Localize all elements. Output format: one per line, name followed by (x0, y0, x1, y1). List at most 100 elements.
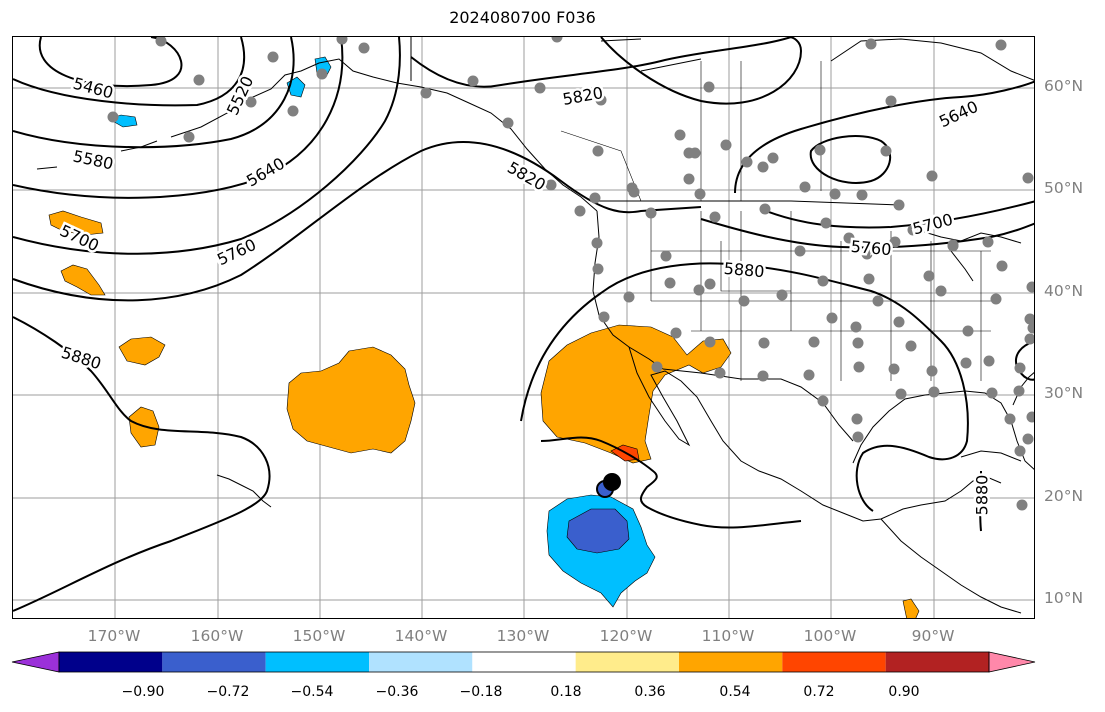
station-dot[interactable] (704, 278, 716, 290)
station-dot[interactable] (829, 188, 841, 200)
station-dot[interactable] (287, 105, 299, 117)
station-dot[interactable] (863, 273, 875, 285)
station-dot[interactable] (888, 363, 900, 375)
station-dot[interactable] (817, 395, 829, 407)
station-dot[interactable] (757, 161, 769, 173)
station-dot[interactable] (990, 293, 1002, 305)
station-dot[interactable] (960, 357, 972, 369)
station-dot[interactable] (935, 285, 947, 297)
station-dot[interactable] (714, 367, 726, 379)
station-dot[interactable] (799, 181, 811, 193)
station-dot[interactable] (865, 38, 877, 50)
station-dot[interactable] (983, 355, 995, 367)
station-dot[interactable] (872, 295, 884, 307)
station-dot[interactable] (628, 186, 640, 198)
station-dot[interactable] (759, 203, 771, 215)
station-dot[interactable] (907, 224, 919, 236)
station-dot[interactable] (986, 387, 998, 399)
station-dot[interactable] (880, 145, 892, 157)
station-dot[interactable] (851, 413, 863, 425)
station-dot[interactable] (693, 284, 705, 296)
station-dot[interactable] (928, 386, 940, 398)
station-dot[interactable] (767, 152, 779, 164)
station-dot[interactable] (1024, 333, 1036, 345)
station-dot[interactable] (893, 316, 905, 328)
station-dot[interactable] (1014, 362, 1026, 374)
station-dot[interactable] (738, 295, 750, 307)
station-dot[interactable] (926, 365, 938, 377)
station-dot[interactable] (1024, 313, 1036, 325)
station-dot[interactable] (660, 250, 672, 262)
station-dot[interactable] (776, 289, 788, 301)
station-dot[interactable] (420, 87, 432, 99)
station-dot[interactable] (962, 325, 974, 337)
station-dot[interactable] (947, 240, 959, 252)
station-dot[interactable] (814, 144, 826, 156)
station-dot[interactable] (817, 275, 829, 287)
station-dot[interactable] (645, 207, 657, 219)
station-dot[interactable] (889, 236, 901, 248)
station-dot[interactable] (1016, 499, 1028, 511)
station-dot[interactable] (923, 270, 935, 282)
station-dot[interactable] (651, 361, 663, 373)
station-dot[interactable] (1022, 172, 1034, 184)
station-dot[interactable] (551, 37, 563, 43)
station-dot[interactable] (885, 95, 897, 107)
station-dot[interactable] (1027, 322, 1036, 334)
station-dot[interactable] (758, 337, 770, 349)
station-dot[interactable] (467, 75, 479, 87)
map-frame[interactable]: 5460 5460 5520 5520 5580 5580 5640 5640 5700 5700… (12, 36, 1035, 619)
station-dot[interactable] (905, 340, 917, 352)
station-dot[interactable] (107, 111, 119, 123)
station-dot[interactable] (757, 370, 769, 382)
station-dot[interactable] (592, 145, 604, 157)
station-dot[interactable] (683, 173, 695, 185)
station-dot[interactable] (794, 245, 806, 257)
station-dot[interactable] (623, 291, 635, 303)
station-dot[interactable] (808, 336, 820, 348)
station-dot[interactable] (995, 39, 1007, 51)
station-dot[interactable] (853, 361, 865, 373)
station-dot[interactable] (856, 189, 868, 201)
station-dot[interactable] (803, 369, 815, 381)
station-dot[interactable] (820, 217, 832, 229)
station-dot[interactable] (1013, 385, 1025, 397)
station-dot[interactable] (595, 94, 607, 106)
station-dot[interactable] (1026, 281, 1036, 293)
station-dot[interactable] (598, 311, 610, 323)
station-dot[interactable] (826, 312, 838, 324)
station-dot[interactable] (534, 82, 546, 94)
station-dot[interactable] (574, 205, 586, 217)
station-dot[interactable] (895, 388, 907, 400)
station-dot[interactable] (694, 188, 706, 200)
station-dot[interactable] (183, 131, 195, 143)
station-dot[interactable] (709, 211, 721, 223)
station-dot[interactable] (852, 337, 864, 349)
station-dot[interactable] (704, 336, 716, 348)
station-dot[interactable] (741, 156, 753, 168)
station-dot[interactable] (852, 431, 864, 443)
station-dot[interactable] (893, 199, 905, 211)
station-dot[interactable] (996, 260, 1008, 272)
station-dot[interactable] (689, 147, 701, 159)
station-dot[interactable] (589, 192, 601, 204)
station-dot[interactable] (850, 321, 862, 333)
station-dot[interactable] (545, 179, 557, 191)
station-dot[interactable] (703, 81, 715, 93)
cyclone-marker[interactable] (596, 473, 621, 498)
station-dot[interactable] (193, 74, 205, 86)
station-dot[interactable] (670, 327, 682, 339)
station-dot[interactable] (155, 37, 167, 47)
station-dot[interactable] (843, 232, 855, 244)
station-dot[interactable] (674, 129, 686, 141)
station-dot[interactable] (591, 237, 603, 249)
station-dot[interactable] (664, 277, 676, 289)
station-dot[interactable] (1026, 411, 1036, 423)
station-dot[interactable] (982, 236, 994, 248)
station-dot[interactable] (1014, 445, 1026, 457)
station-dot[interactable] (267, 51, 279, 63)
station-dot[interactable] (926, 170, 938, 182)
station-dot[interactable] (861, 248, 873, 260)
station-dot[interactable] (245, 96, 257, 108)
